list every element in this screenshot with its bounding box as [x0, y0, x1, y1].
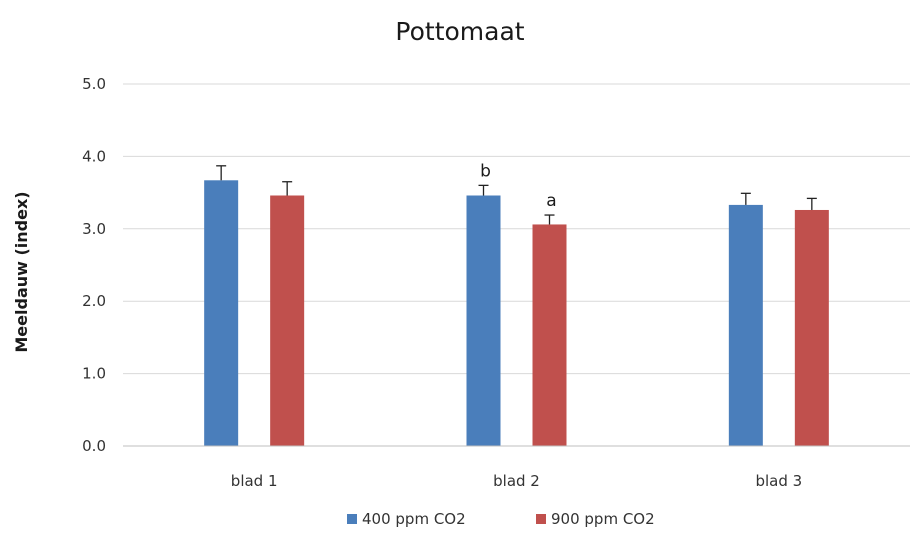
error-bars	[216, 165, 817, 225]
legend-label: 900 ppm CO2	[551, 510, 655, 528]
legend-label: 400 ppm CO2	[362, 510, 466, 528]
x-tick-label: blad 1	[231, 472, 278, 490]
y-tick-label: 3.0	[82, 220, 106, 238]
bar	[270, 195, 305, 446]
annotation-label: b	[480, 161, 491, 181]
bar	[794, 209, 829, 446]
x-tick-label: blad 3	[755, 472, 802, 490]
x-tick-labels: blad 1 blad 2 blad 3	[231, 472, 802, 490]
bar	[204, 180, 239, 447]
grid-lines	[123, 83, 910, 375]
annotation-label: a	[546, 191, 556, 211]
bar	[532, 224, 567, 446]
y-tick-label: 0.0	[82, 437, 106, 455]
x-tick-label: blad 2	[493, 472, 540, 490]
annotations: ba	[480, 161, 557, 211]
bar	[466, 195, 501, 446]
y-axis-label: Meeldauw (index)	[12, 191, 31, 352]
y-tick-label: 5.0	[82, 75, 106, 93]
legend-swatch	[536, 514, 546, 524]
chart-title: Pottomaat	[395, 17, 524, 46]
bar	[728, 204, 763, 446]
bars	[204, 180, 829, 447]
y-tick-label: 1.0	[82, 365, 106, 383]
y-tick-label: 4.0	[82, 147, 106, 165]
legend: 400 ppm CO2 900 ppm CO2	[347, 510, 655, 528]
legend-swatch	[347, 514, 357, 524]
y-tick-label: 2.0	[82, 292, 106, 310]
y-tick-labels: 0.0 1.0 2.0 3.0 4.0 5.0	[82, 75, 106, 455]
